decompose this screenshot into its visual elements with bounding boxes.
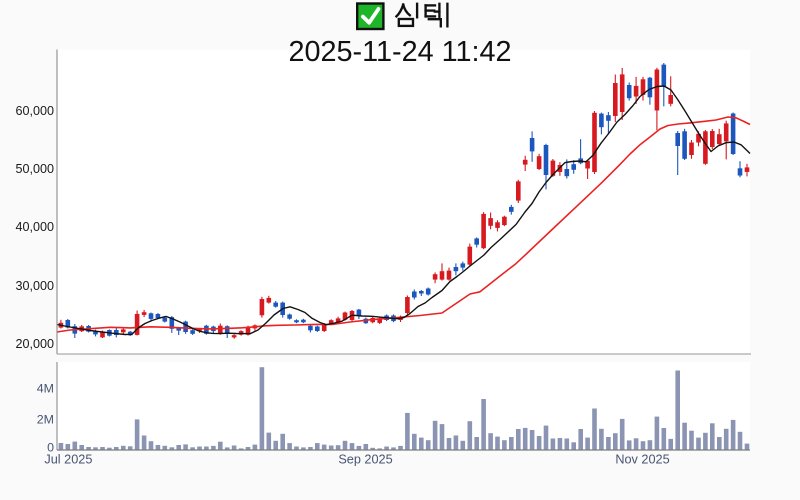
svg-text:30,000: 30,000: [15, 279, 54, 293]
svg-text:0: 0: [47, 441, 54, 455]
svg-text:Nov 2025: Nov 2025: [615, 453, 669, 467]
svg-text:40,000: 40,000: [15, 220, 54, 234]
svg-text:50,000: 50,000: [15, 162, 54, 176]
svg-text:20,000: 20,000: [15, 337, 54, 351]
svg-text:2025-11-24 11:42: 2025-11-24 11:42: [288, 36, 511, 68]
svg-text:4M: 4M: [37, 381, 54, 395]
svg-text:2M: 2M: [37, 413, 54, 427]
svg-text:Jul 2025: Jul 2025: [44, 453, 92, 467]
svg-text:Sep 2025: Sep 2025: [338, 453, 392, 467]
svg-text:60,000: 60,000: [15, 104, 54, 118]
